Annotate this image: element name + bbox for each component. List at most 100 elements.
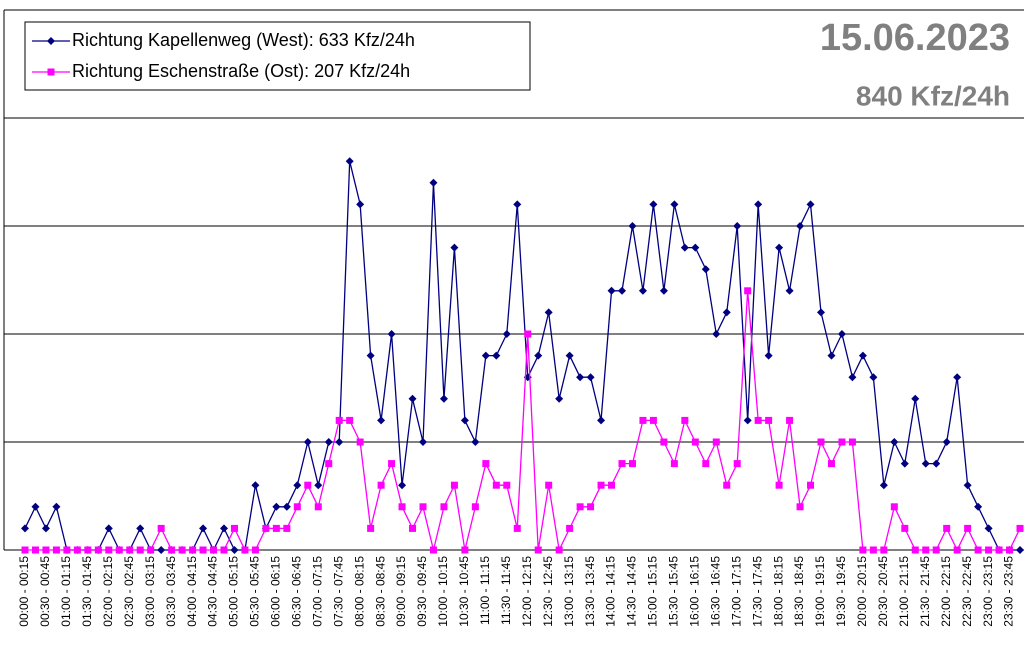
marker xyxy=(869,373,878,382)
marker xyxy=(304,481,312,489)
marker xyxy=(837,330,846,338)
marker xyxy=(52,546,60,554)
marker xyxy=(241,546,249,554)
marker xyxy=(985,546,993,554)
marker xyxy=(964,524,972,532)
marker xyxy=(587,503,595,511)
x-tick-label: 10:00 - 10:15 xyxy=(436,556,450,627)
marker xyxy=(303,438,312,446)
marker xyxy=(199,524,208,533)
marker xyxy=(492,351,501,360)
marker xyxy=(786,416,794,424)
marker xyxy=(681,416,689,424)
marker xyxy=(807,481,815,489)
marker xyxy=(670,460,678,468)
marker xyxy=(796,503,804,511)
marker xyxy=(115,546,123,554)
marker xyxy=(628,222,637,230)
marker xyxy=(104,524,113,533)
x-tick-label: 04:30 - 04:45 xyxy=(206,556,220,627)
marker xyxy=(712,330,721,338)
x-tick-label: 06:00 - 06:15 xyxy=(269,556,283,627)
marker xyxy=(943,524,951,532)
marker xyxy=(900,459,909,468)
marker xyxy=(199,546,207,554)
marker xyxy=(272,502,281,511)
x-tick-label: 14:30 - 14:45 xyxy=(625,556,639,627)
marker xyxy=(189,546,197,554)
marker xyxy=(659,286,668,295)
marker xyxy=(963,481,972,490)
x-tick-label: 04:00 - 04:15 xyxy=(185,556,199,627)
marker xyxy=(670,200,679,209)
marker xyxy=(105,546,113,554)
marker xyxy=(21,524,29,533)
marker xyxy=(168,546,176,554)
x-tick-label: 23:00 - 23:15 xyxy=(981,556,995,627)
marker xyxy=(31,502,40,511)
x-tick-label: 02:00 - 02:15 xyxy=(101,556,115,627)
marker xyxy=(502,330,511,338)
x-tick-label: 16:00 - 16:15 xyxy=(687,556,701,627)
marker xyxy=(607,286,616,295)
marker xyxy=(409,524,417,532)
series-line xyxy=(24,161,1020,552)
marker xyxy=(503,481,511,489)
x-tick-label: 05:00 - 05:15 xyxy=(227,556,241,627)
x-tick-label: 08:30 - 08:45 xyxy=(373,556,387,627)
marker xyxy=(419,503,427,511)
marker xyxy=(429,178,438,187)
x-tick-label: 18:00 - 18:15 xyxy=(771,556,785,627)
marker xyxy=(398,503,406,511)
marker xyxy=(565,351,574,360)
marker xyxy=(597,481,605,489)
marker xyxy=(178,546,186,554)
marker xyxy=(387,330,396,338)
marker xyxy=(220,524,228,533)
marker xyxy=(974,502,983,511)
marker xyxy=(481,351,490,360)
marker xyxy=(701,265,710,274)
marker xyxy=(995,546,1003,554)
marker xyxy=(649,416,657,424)
x-tick-label: 19:00 - 19:15 xyxy=(813,556,827,627)
x-tick-label: 21:30 - 21:45 xyxy=(918,556,932,627)
marker xyxy=(282,502,291,511)
marker xyxy=(817,308,825,317)
marker xyxy=(618,460,626,468)
marker xyxy=(618,286,626,295)
marker xyxy=(827,460,835,468)
x-tick-label: 07:30 - 07:45 xyxy=(331,556,345,627)
marker xyxy=(880,546,888,554)
marker xyxy=(230,546,239,554)
marker xyxy=(366,351,375,360)
marker xyxy=(314,481,323,490)
marker xyxy=(335,438,344,446)
marker xyxy=(858,351,867,360)
marker xyxy=(680,243,689,252)
marker xyxy=(566,524,574,532)
marker xyxy=(1016,524,1024,532)
marker xyxy=(314,503,322,511)
marker xyxy=(953,546,961,554)
marker xyxy=(838,438,846,446)
x-tick-label: 22:30 - 22:45 xyxy=(960,556,974,627)
marker xyxy=(754,416,762,424)
marker xyxy=(94,546,102,554)
marker xyxy=(513,524,521,532)
marker xyxy=(639,416,647,424)
x-tick-label: 16:30 - 16:45 xyxy=(708,556,722,627)
marker xyxy=(439,394,448,403)
marker xyxy=(723,481,731,489)
marker xyxy=(733,460,741,468)
marker xyxy=(660,438,668,446)
marker xyxy=(932,459,941,468)
marker xyxy=(932,546,940,554)
marker xyxy=(230,524,238,532)
marker xyxy=(461,546,469,554)
marker xyxy=(922,546,930,554)
marker xyxy=(1006,546,1014,554)
marker xyxy=(869,546,877,554)
marker xyxy=(251,481,260,490)
marker xyxy=(52,502,61,511)
